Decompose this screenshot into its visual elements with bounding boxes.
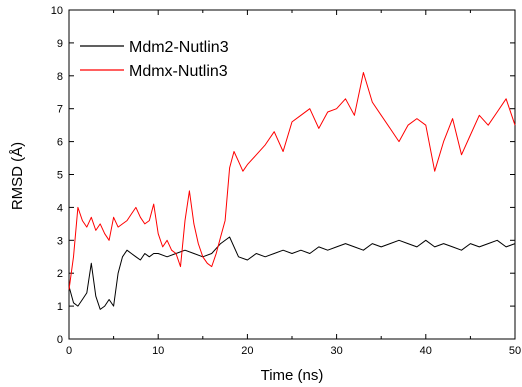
y-tick-label: 2 [57,268,63,280]
legend-label-mdm2-nutlin3: Mdm2-Nutlin3 [129,39,229,56]
y-tick-label: 3 [57,235,63,247]
y-axis: 0 1 2 3 4 5 6 7 8 9 10 [51,5,515,346]
y-axis-title: RMSD (Å) [9,142,26,210]
legend-label-mdmx-nutlin3: Mdmx-Nutlin3 [129,63,228,80]
y-tick-label: 10 [51,5,63,17]
y-tick-label: 9 [57,38,63,50]
series-lines [68,72,516,310]
y-tick-label: 0 [57,334,63,346]
series-line-mdm2-nutlin3 [68,236,516,310]
y-tick-label: 4 [57,202,63,214]
x-tick-label: 40 [420,345,432,357]
legend: Mdm2-Nutlin3 Mdmx-Nutlin3 [80,39,229,80]
series-line-mdmx-nutlin3 [68,72,516,290]
plot-border [68,9,516,340]
y-tick-label: 1 [57,301,63,313]
plot-frame [68,9,516,340]
x-axis: 0 10 20 30 40 50 [66,10,521,357]
y-tick-label: 6 [57,137,63,149]
y-tick-label: 8 [57,71,63,83]
y-tick-label: 5 [57,170,63,182]
x-tick-label: 30 [330,345,342,357]
x-axis-title: Time (ns) [261,367,324,384]
x-tick-label: 20 [241,345,253,357]
x-tick-label: 0 [66,345,72,357]
x-tick-label: 50 [509,345,521,357]
x-tick-label: 10 [152,345,164,357]
y-tick-label: 7 [57,104,63,116]
